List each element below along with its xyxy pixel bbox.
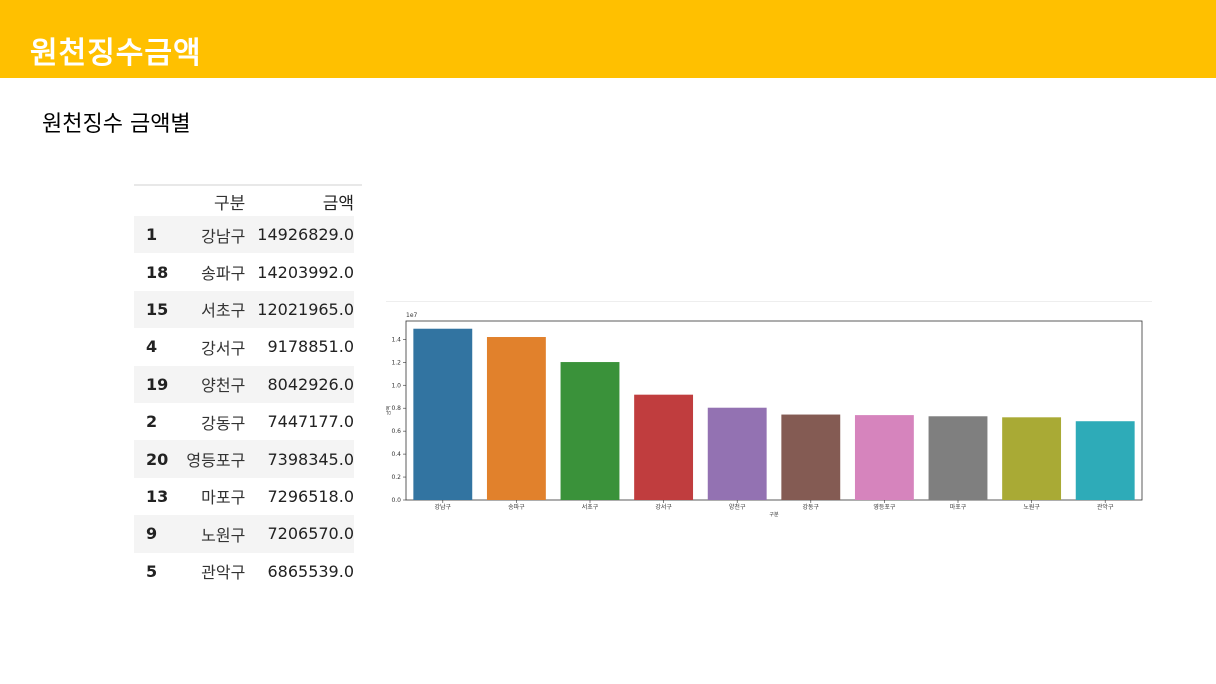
- row-gu: 관악구: [201, 563, 246, 583]
- table-row: 18 송파구 14203992.0: [134, 253, 362, 290]
- row-index: 4: [146, 337, 158, 357]
- table-row: 2 강동구 7447177.0: [134, 403, 362, 440]
- row-amount: 14203992.0: [257, 262, 354, 282]
- column-header-amount: 금액: [257, 184, 362, 216]
- row-index: 9: [134, 515, 183, 553]
- bar: [928, 416, 988, 500]
- row-amount: 8042926.0: [257, 365, 362, 403]
- table-row: 20 영등포구 7398345.0: [134, 440, 362, 478]
- x-tick-label: 강동구: [803, 503, 820, 511]
- row-index: 19: [134, 365, 183, 403]
- row-gu: 강남구: [182, 216, 258, 254]
- y-tick-label: 0.8: [391, 405, 401, 412]
- x-tick-label: 강서구: [655, 503, 672, 511]
- row-amount: 14926829.0: [257, 216, 362, 254]
- y-tick-label: 0.2: [391, 474, 401, 481]
- table-row: 15 서초구 12021965.0: [134, 290, 362, 329]
- slide-title: 원천징수금액: [30, 36, 202, 71]
- chart-divider: [386, 301, 1152, 302]
- row-gu: 강서구: [201, 338, 246, 358]
- column-header-gu: 구분: [182, 184, 258, 216]
- table-row: 13 마포구 7296518.0: [134, 478, 362, 515]
- header-bar: [0, 0, 1216, 78]
- x-tick-label: 영등포구: [873, 503, 896, 511]
- row-index: 5: [146, 561, 158, 581]
- row-amount: 7398345.0: [257, 440, 362, 478]
- row-amount: 6865539.0: [267, 561, 354, 581]
- bar: [781, 414, 841, 500]
- slide-subtitle: 원천징수 금액별: [42, 112, 191, 137]
- row-gu: 마포구: [201, 488, 246, 508]
- row-amount: 7447177.0: [267, 412, 354, 432]
- x-tick-label: 마포구: [950, 503, 967, 511]
- y-tick-label: 1.0: [391, 382, 401, 389]
- x-tick-label: 송파구: [508, 503, 525, 511]
- bar-chart: 1e7 0.0 0.2 0.4 0.6 0.8 1.0 1.2 1.4 강남구 송파구 서초구 강서구 양…: [386, 312, 1143, 518]
- row-gu: 강동구: [201, 413, 246, 433]
- row-gu: 노원구: [182, 515, 258, 553]
- x-tick-label: 노원구: [1023, 503, 1040, 511]
- bar: [413, 328, 473, 500]
- bar: [560, 362, 620, 500]
- y-tick-label: 1.4: [391, 336, 401, 343]
- y-tick-label: 0.0: [391, 497, 401, 504]
- table-row: 5 관악구 6865539.0: [134, 553, 362, 590]
- row-amount: 12021965.0: [257, 290, 362, 329]
- bar: [707, 407, 767, 500]
- index-header: [134, 184, 183, 216]
- x-axis-label: 구분: [769, 512, 779, 518]
- row-index: 13: [146, 486, 169, 506]
- table-row: 1 강남구 14926829.0: [134, 216, 362, 254]
- row-amount: 7296518.0: [267, 486, 354, 506]
- table-row: 9 노원구 7206570.0: [134, 515, 362, 553]
- x-tick-label: 양천구: [729, 503, 746, 511]
- row-index: 15: [134, 290, 183, 329]
- bar: [1075, 421, 1135, 500]
- row-index: 2: [146, 412, 158, 432]
- dataframe-table: 구분 금액 1 강남구 14926829.0 18 송파구 14203992.0…: [134, 184, 362, 590]
- row-amount: 7206570.0: [257, 515, 362, 553]
- bar: [634, 394, 694, 500]
- row-index: 18: [146, 262, 169, 282]
- y-tick-label: 0.4: [391, 451, 401, 458]
- row-index: 20: [134, 440, 183, 478]
- x-tick-label: 서초구: [582, 503, 599, 511]
- y-tick-label: 1.2: [391, 359, 401, 366]
- row-gu: 영등포구: [182, 440, 258, 478]
- row-index: 1: [134, 216, 183, 254]
- x-tick-label: 관악구: [1097, 503, 1114, 511]
- row-gu: 서초구: [182, 290, 258, 329]
- bar: [486, 337, 546, 500]
- bar: [1002, 417, 1062, 500]
- y-tick-label: 0.6: [391, 428, 401, 435]
- table-edge: [354, 214, 362, 584]
- row-gu: 송파구: [201, 264, 246, 284]
- table-row: 4 강서구 9178851.0: [134, 328, 362, 365]
- x-tick-label: 강남구: [435, 503, 452, 511]
- row-gu: 양천구: [182, 365, 258, 403]
- plot-frame: [405, 320, 1143, 501]
- y-axis-label: 금액: [386, 406, 392, 416]
- table-row: 19 양천구 8042926.0: [134, 365, 362, 403]
- bar: [854, 415, 914, 500]
- y-offset-label: 1e7: [406, 312, 418, 319]
- table-header-row: 구분 금액: [134, 184, 362, 216]
- row-amount: 9178851.0: [267, 337, 354, 357]
